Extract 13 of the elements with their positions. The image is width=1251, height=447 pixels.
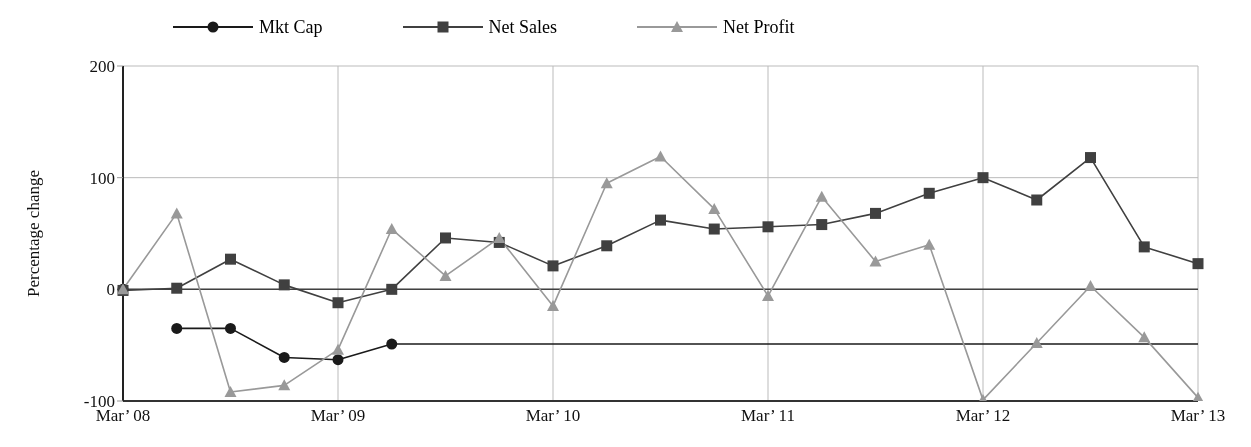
legend-label: Net Profit: [723, 16, 795, 38]
x-tick-label: Mar’ 12: [955, 406, 1011, 426]
y-tick-label: 100: [89, 168, 115, 188]
x-tick-label: Mar’ 09: [310, 406, 366, 426]
x-tick-label: Mar’ 11: [741, 406, 795, 426]
legend-label: Net Sales: [488, 16, 557, 38]
x-tick-label: Mar’ 08: [95, 406, 151, 426]
y-axis-title: Percentage change: [24, 170, 44, 297]
y-tick-label: 0: [106, 280, 115, 300]
y-tick-label: 200: [89, 57, 115, 77]
x-tick-label: Mar’ 10: [525, 406, 581, 426]
x-tick-label: Mar’ 13: [1170, 406, 1226, 426]
legend-label: Mkt Cap: [259, 16, 323, 38]
